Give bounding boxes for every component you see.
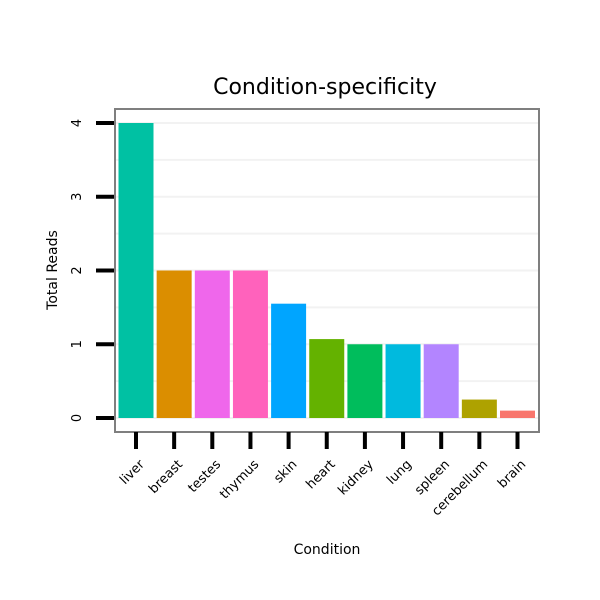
bar-thymus — [232, 270, 268, 418]
bar-breast — [156, 270, 192, 418]
bar-testes — [194, 270, 230, 418]
x-axis-label: Condition — [294, 542, 361, 558]
bar-heart — [309, 339, 345, 418]
y-axis-ticks: 0 1 2 3 4 — [70, 119, 114, 422]
y-tick-label: 2 — [70, 266, 85, 274]
x-tick-label: lung — [384, 457, 415, 488]
bar-liver — [118, 123, 154, 418]
bars — [118, 123, 535, 418]
x-tick-label: breast — [146, 457, 186, 497]
bar-brain — [500, 410, 535, 418]
y-axis-label: Total Reads — [45, 230, 61, 311]
bar-lung — [385, 344, 421, 418]
y-tick-label: 1 — [70, 340, 85, 348]
y-tick-label: 4 — [70, 119, 85, 127]
bar-kidney — [347, 344, 383, 418]
bar-skin — [271, 303, 307, 418]
chart-title: Condition-specificity — [213, 75, 437, 100]
x-tick-label: skin — [271, 457, 300, 486]
y-tick-label: 3 — [70, 193, 85, 201]
x-tick-label: brain — [495, 457, 529, 491]
x-tick-label: heart — [303, 457, 338, 492]
y-tick-label: 0 — [70, 414, 85, 422]
bar-spleen — [423, 344, 459, 418]
x-tick-label: thymus — [217, 457, 262, 502]
x-tick-label: kidney — [335, 457, 376, 498]
bar-cerebellum — [461, 399, 497, 418]
x-tick-label: liver — [117, 457, 148, 488]
